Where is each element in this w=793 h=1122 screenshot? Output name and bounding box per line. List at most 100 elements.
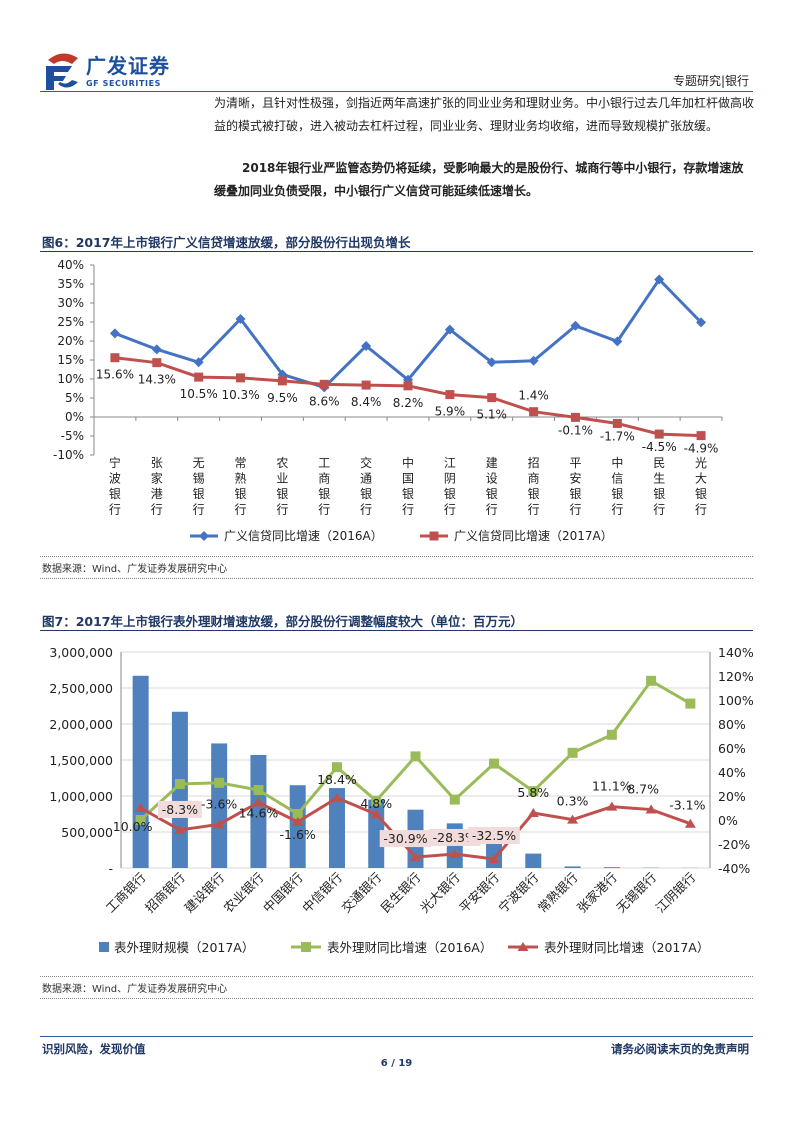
x-tick-label: 建设银行 [181,870,227,916]
x-tick-label: 平安银行 [456,870,502,916]
bar [525,853,542,868]
figure-7-source: 数据来源：Wind、广发证券发展研究中心 [42,984,228,995]
series-0-marker [654,274,665,285]
data-label-bg [428,828,481,846]
series-1-marker [445,390,455,400]
series-2016a-marker [489,758,500,769]
series-2016a-marker [174,779,185,789]
data-label: 8.6% [309,394,340,408]
series-2017a-marker [527,808,539,818]
x-tick-label: 中信银行 [299,870,345,916]
bar [211,743,228,868]
y-right-tick-label: 0% [718,813,738,828]
series-2017a-marker [449,848,461,858]
y-right-tick-label: 60% [718,741,746,756]
y-tick-label: -10% [53,448,84,462]
x-tick-label: 无锡银行 [193,456,205,517]
series-2017a-marker [135,803,147,812]
data-label: -1.7% [600,429,635,443]
series-1-marker [236,373,246,383]
legend-swatch-marker [301,942,311,952]
footer-divider [40,1036,753,1037]
series-1-marker [570,412,580,422]
series-1-marker [403,381,413,391]
series-2017a-marker [252,797,264,807]
x-tick-label: 无锡银行 [613,870,659,916]
y-right-tick-label: 100% [718,693,754,708]
data-label: 5.9% [435,405,466,419]
data-label: -4.5% [642,440,677,454]
series-2016a-marker [606,729,617,740]
y-tick-label: -5% [61,429,84,443]
figure-6-title: 图6：2017年上市银行广义信贷增速放缓，部分股份行出现负增长 [42,235,411,250]
data-label: -4.9% [684,442,719,456]
data-label: 5.1% [476,408,507,422]
data-label: 10.3% [221,388,259,402]
x-tick-label: 常熟银行 [535,870,581,916]
series-2017a-marker [645,804,657,814]
body-paragraph-1: 为清晰，且针对性极强，剑指近两年高速扩张的同业业务和理财业务。中小银行过去几年加… [214,96,755,133]
data-label: 14.6% [239,805,279,820]
data-label: -3.1% [669,798,705,813]
series-0-marker [570,320,581,331]
series-0-marker [444,324,455,335]
figure-6-source: 数据来源：Wind、广发证券发展研究中心 [42,564,228,575]
series-0-marker [109,328,120,339]
figure-6-title-rule [40,251,753,252]
figure-6-chart: 40% 35% 30% 25% 20% 15% 10% 5% 0% -5% -10% 宁波银行 张家港行… [53,258,723,543]
y-left-tick-label: 1,500,000 [49,753,113,768]
series-1-marker [529,407,539,417]
x-tick-label: 平安银行 [569,456,581,517]
series-2016a-marker [567,747,578,758]
data-label: 8.7% [627,782,659,797]
y-right-tick-label: 40% [718,765,746,780]
series-2016a-marker [449,794,460,805]
bar [328,788,345,868]
data-label: 18.4% [317,772,357,787]
x-tick-label: 中国银行 [402,455,414,517]
bar [564,866,581,868]
series-2017a-marker [370,809,382,819]
y-right-tick-label: 140% [718,645,754,660]
data-label: -30.9% [383,831,427,846]
series-2016a-marker [685,698,696,709]
x-tick-label: 工商银行 [318,456,330,517]
y-left-tick-label: 1,000,000 [49,789,113,804]
brand-name: 广发证券 [86,54,170,78]
series-2017a-marker [567,814,579,824]
legend-label: 表外理财规模（2017A） [114,940,254,955]
y-tick-label: 30% [57,296,84,310]
series-0-marker [151,344,162,355]
data-label-bg [468,827,520,844]
y-tick-label: 5% [65,391,84,405]
x-tick-label: 中国银行 [260,870,306,916]
figure-6-source-rule [40,556,753,557]
footer-slogan: 识别风险，发现价值 [42,1042,146,1056]
x-tick-label: 招商银行 [142,870,188,916]
series-2016a-marker [371,795,382,806]
series-2017a-marker [331,792,343,802]
figure-6-bottom-rule [40,578,753,579]
series-1-marker [194,372,204,382]
legend-swatch-marker [517,942,529,951]
series-2017a-marker [174,824,186,834]
legend-swatch-bar [99,942,109,952]
series-1-marker [696,431,706,441]
series-2017a-marker [684,818,696,828]
series-2016a-marker [214,777,225,788]
data-label: 5.8% [517,785,549,800]
y-right-tick-label: 80% [718,717,746,732]
x-tick-label: 工商银行 [103,870,149,916]
y-tick-label: 0% [65,410,84,424]
y-right-tick-label: 120% [718,669,754,684]
series-2017a-marker [488,854,500,863]
data-label-bg [157,800,202,818]
data-label: 10.5% [180,387,218,401]
series-2016a-marker [253,785,264,795]
x-tick-label: 中信银行 [611,455,623,517]
y-left-tick-label: 3,000,000 [49,645,113,660]
series-1-marker [277,376,287,386]
series-1-marker [110,353,120,363]
data-label: 11.1% [592,779,632,794]
series-2016a-marker [331,762,342,773]
